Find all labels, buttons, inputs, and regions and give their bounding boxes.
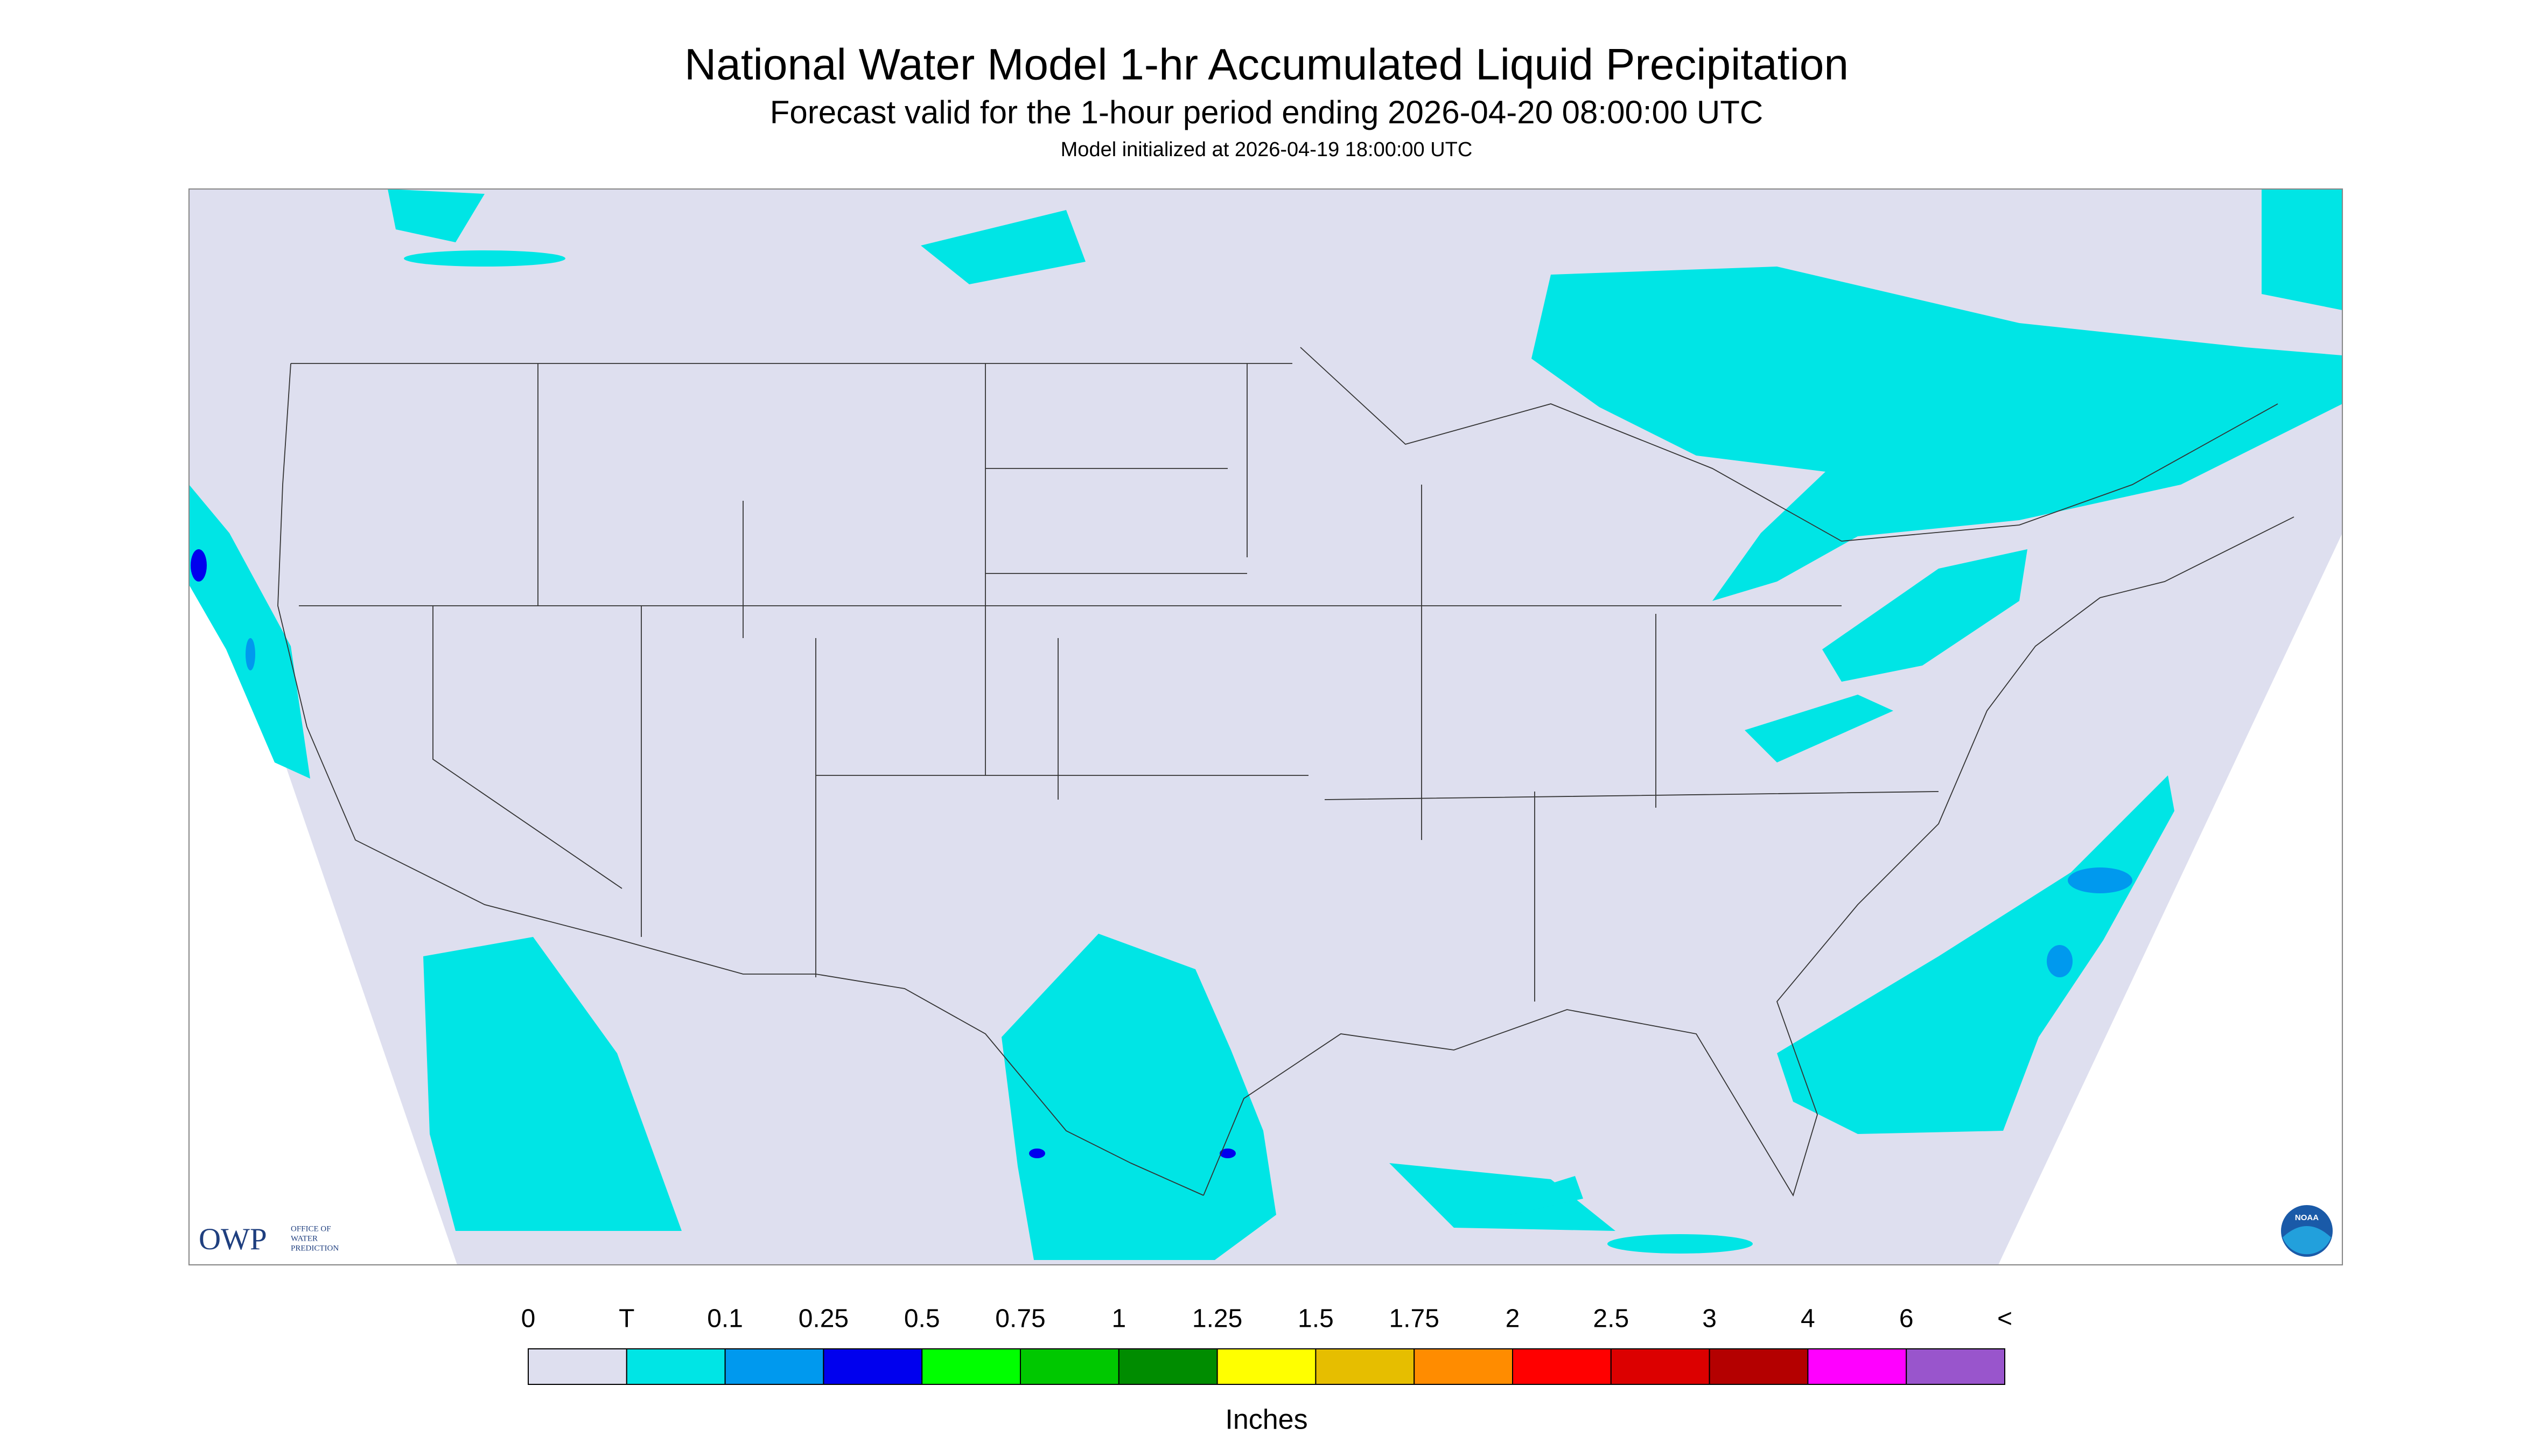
color-swatch	[528, 1348, 627, 1385]
color-swatch	[1020, 1348, 1119, 1385]
precip-area	[1002, 934, 1276, 1260]
legend-label: 0.1	[707, 1305, 743, 1333]
precip-area	[191, 549, 207, 582]
precip-area	[1502, 1176, 1583, 1215]
owp-name: PREDICTION	[291, 1244, 339, 1252]
title: National Water Model 1-hr Accumulated Li…	[684, 40, 1849, 89]
precip-area	[1607, 1234, 1753, 1254]
legend-label: <	[1997, 1305, 2012, 1333]
legend-units: Inches	[1225, 1404, 1307, 1436]
owp-name: OFFICE OF	[291, 1224, 331, 1233]
noaa-text: NOAA	[2295, 1213, 2319, 1222]
legend-label: 4	[1801, 1305, 1815, 1333]
legend-label: 0.25	[799, 1305, 849, 1333]
subtitle: Forecast valid for the 1-hour period end…	[770, 94, 1763, 130]
precip-area	[1777, 775, 2174, 1134]
color-swatch	[1709, 1348, 1809, 1385]
legend-label: 0.5	[904, 1305, 940, 1333]
color-swatch	[1216, 1348, 1317, 1385]
coastline	[277, 363, 610, 937]
color-swatch	[626, 1348, 726, 1385]
color-swatch	[1414, 1348, 1513, 1385]
color-swatch	[1512, 1348, 1612, 1385]
legend-label: 0	[521, 1305, 536, 1333]
color-swatch	[1118, 1348, 1218, 1385]
precip-area	[1029, 1149, 1045, 1158]
init-time: Model initialized at 2026-04-19 18:00:00…	[1061, 138, 1473, 161]
precip-area	[423, 937, 682, 1231]
precip-area	[1220, 1149, 1236, 1158]
precip-area	[1822, 549, 2027, 682]
precip-area	[1389, 1163, 1615, 1231]
color-swatch	[1807, 1348, 1907, 1385]
owp-name: WATER	[291, 1234, 318, 1243]
color-swatch	[1610, 1348, 1710, 1385]
legend-label: 1.5	[1298, 1305, 1334, 1333]
precip-area	[246, 638, 255, 670]
color-swatch	[1315, 1348, 1415, 1385]
legend-label: 1.75	[1389, 1305, 1439, 1333]
legend-label: 3	[1702, 1305, 1717, 1333]
precip-area	[388, 189, 485, 242]
precip-area	[1531, 267, 2342, 601]
color-swatch	[823, 1348, 923, 1385]
legend-label: 6	[1899, 1305, 1914, 1333]
color-swatch	[921, 1348, 1021, 1385]
precip-area	[2262, 189, 2342, 310]
coastline	[1203, 516, 2294, 1197]
legend-label: 2	[1506, 1305, 1520, 1333]
noaa-wave	[2283, 1226, 2331, 1255]
map-frame	[188, 188, 2343, 1266]
border	[291, 347, 2278, 542]
owp-logo: OWP	[199, 1222, 267, 1256]
legend-label: 0.75	[995, 1305, 1045, 1333]
color-swatch	[724, 1348, 824, 1385]
border	[608, 936, 1204, 1196]
precip-area	[1745, 695, 1893, 762]
color-swatch	[1906, 1348, 2005, 1385]
precip-area	[2068, 867, 2132, 893]
legend-label: 2.5	[1593, 1305, 1629, 1333]
precip-areas	[189, 189, 2342, 1260]
precip-area	[404, 250, 565, 267]
precip-area	[921, 210, 1086, 284]
legend-label: T	[619, 1305, 634, 1333]
map: OWP OFFICE OF WATER PREDICTION NOAA	[188, 188, 2343, 1266]
precip-area	[2047, 945, 2073, 977]
state-line	[299, 363, 1939, 1002]
precip-area	[189, 485, 310, 779]
legend-label: 1	[1111, 1305, 1126, 1333]
legend-label: 1.25	[1192, 1305, 1242, 1333]
boundaries	[277, 347, 2294, 1197]
